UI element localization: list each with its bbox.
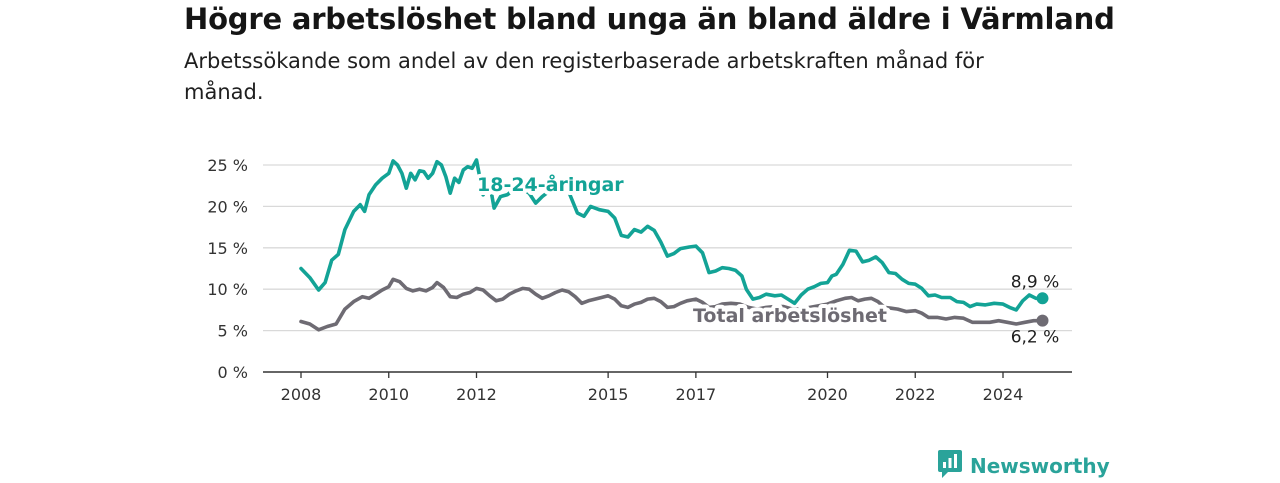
series-line-total (299, 277, 1045, 332)
chart-subtitle: Arbetssökande som andel av den registerb… (184, 49, 984, 104)
x-tick-label: 2008 (281, 385, 322, 404)
series-lines (299, 158, 1049, 332)
x-tick-label: 2012 (456, 385, 497, 404)
x-tick-label: 2015 (588, 385, 629, 404)
end-label-youth: 8,9 % (1011, 272, 1060, 292)
y-tick-label: 25 % (207, 156, 248, 175)
x-tick-label: 2020 (807, 385, 848, 404)
brand-logo: Newsworthy (937, 449, 1110, 483)
x-tick-label: 2022 (895, 385, 936, 404)
brand-name: Newsworthy (970, 454, 1110, 478)
x-axis: 2008 2010 2012 2015 2017 2020 2022 2024 (263, 371, 1072, 404)
chart-title: Högre arbetslöshet bland unga än bland ä… (184, 2, 1115, 36)
y-tick-label: 20 % (207, 197, 248, 216)
y-tick-label: 10 % (207, 280, 248, 299)
y-axis: 0 % 5 % 10 % 15 % 20 % 25 % (207, 156, 248, 382)
y-tick-label: 15 % (207, 239, 248, 258)
newsworthy-logo-icon (937, 449, 963, 483)
series-label-total: Total arbetslöshet (693, 305, 887, 327)
series-line-youth (299, 158, 1045, 312)
end-label-total: 6,2 % (1011, 328, 1060, 348)
x-tick-label: 2010 (368, 385, 409, 404)
end-point-youth (1036, 292, 1049, 305)
y-tick-label: 5 % (218, 322, 248, 341)
x-tick-label: 2024 (983, 385, 1024, 404)
y-tick-label: 0 % (218, 363, 248, 382)
end-point-total (1036, 314, 1049, 327)
series-labels: 18-24-åringar Total arbetslöshet 8,9 % 6,2 … (473, 168, 1060, 348)
x-tick-label: 2017 (676, 385, 717, 404)
series-label-youth: 18-24-åringar (477, 172, 624, 196)
